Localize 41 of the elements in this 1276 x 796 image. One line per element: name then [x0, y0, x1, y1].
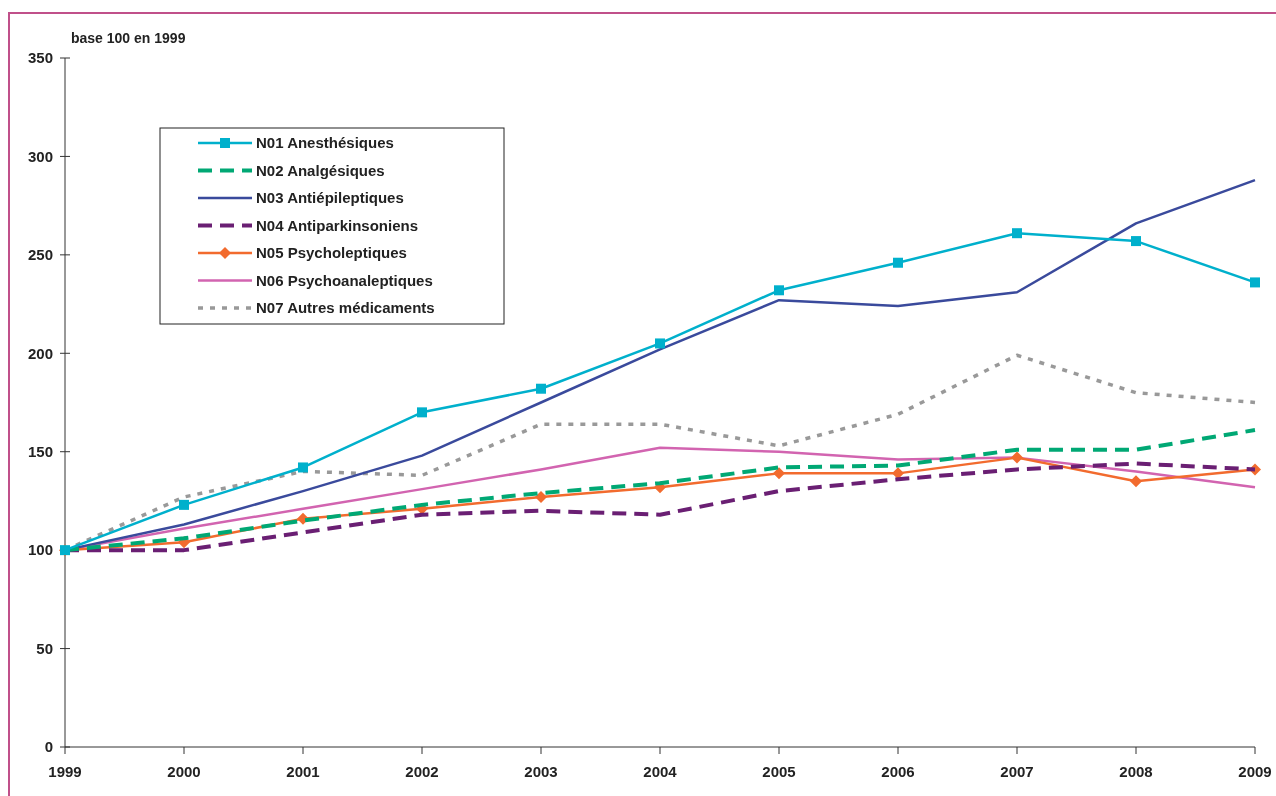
point: [655, 338, 665, 349]
point: [1250, 277, 1260, 288]
legend-label: N04 Antiparkinsoniens: [256, 216, 418, 234]
point: [1012, 228, 1022, 239]
y-tick-label: 350: [27, 49, 53, 67]
point: [893, 257, 903, 268]
x-tick-label: 1999: [48, 763, 82, 780]
point: [535, 490, 547, 503]
legend-label: N02 Analgésiques: [256, 161, 385, 179]
legend-label: N05 Psycholeptiques: [256, 244, 407, 262]
y-tick-label: 250: [27, 246, 53, 264]
y-tick-label: 100: [27, 541, 53, 559]
y-tick-label: 50: [36, 639, 53, 657]
x-tick-label: 2003: [524, 763, 558, 780]
y-axis-title: base 100 en 1999: [71, 30, 186, 46]
x-tick-label: 2005: [762, 763, 796, 780]
legend-label: N07 Autres médicaments: [256, 299, 435, 317]
point: [179, 499, 189, 510]
x-tick-label: 2008: [1119, 763, 1153, 780]
point: [1131, 236, 1141, 247]
point: [774, 285, 784, 296]
y-tick-label: 300: [27, 147, 53, 165]
legend-label: N01 Anesthésiques: [256, 134, 394, 152]
x-tick-label: 2006: [881, 763, 915, 780]
point: [298, 462, 308, 473]
point: [1130, 475, 1142, 488]
legend-label: N06 Psychoanaleptiques: [256, 271, 433, 289]
x-tick-label: 2004: [643, 763, 678, 780]
point: [1011, 451, 1023, 464]
x-tick-label: 2002: [405, 763, 439, 780]
legend-label: N03 Antiépileptiques: [256, 189, 404, 207]
point: [773, 467, 785, 480]
x-tick-label: 2001: [286, 763, 320, 780]
y-tick-label: 200: [27, 344, 53, 362]
x-tick-label: 2009: [1238, 763, 1272, 780]
y-tick-label: 150: [27, 442, 53, 460]
point: [417, 407, 427, 418]
point: [536, 383, 546, 394]
y-tick-label: 0: [44, 738, 53, 756]
x-tick-label: 2007: [1000, 763, 1034, 780]
x-tick-label: 2000: [167, 763, 201, 780]
